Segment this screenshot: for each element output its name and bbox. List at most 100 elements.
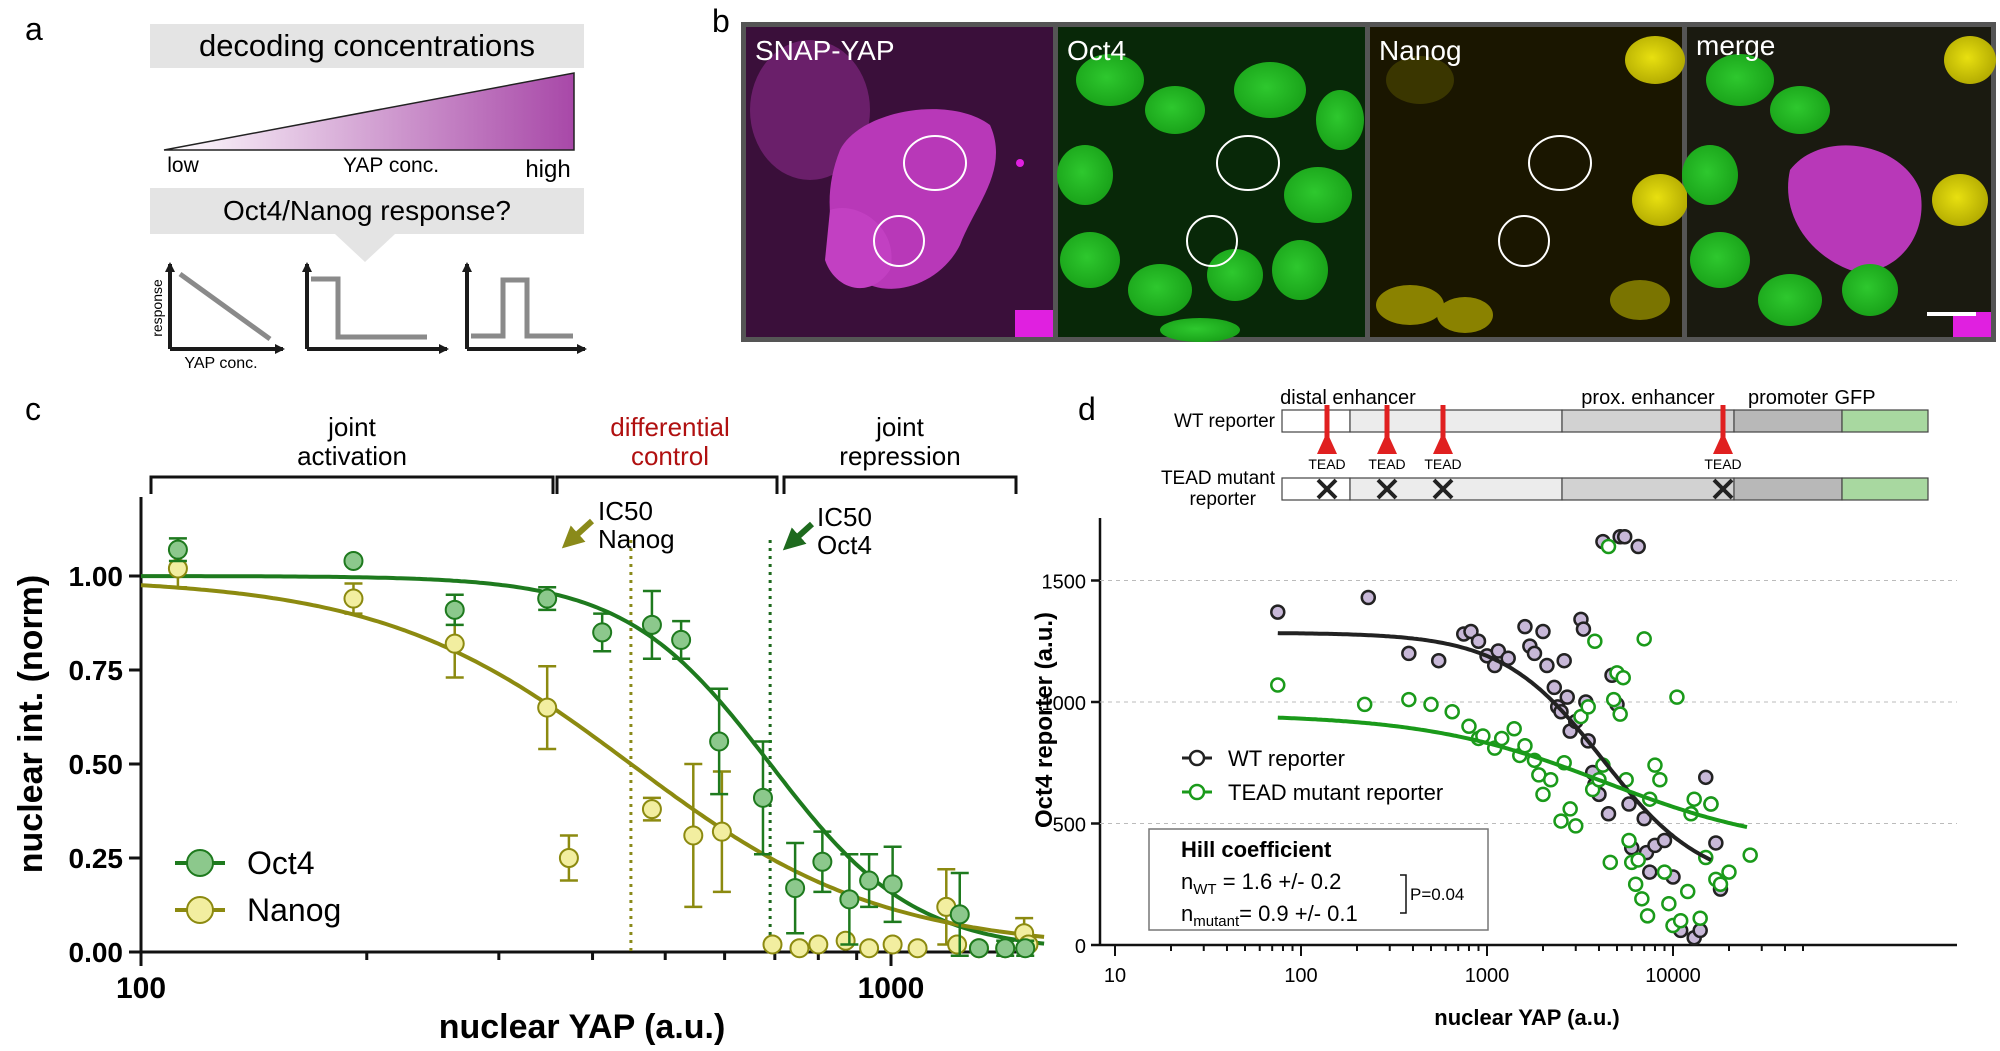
chart-c-xlabel: nuclear YAP (a.u.)	[439, 1008, 726, 1046]
tead-sites: TEAD TEAD TEAD TEAD	[1308, 405, 1742, 472]
hill-mutant-text: nmutant= 0.9 +/- 0.1	[1181, 901, 1358, 930]
marker	[859, 938, 880, 959]
data-point-mutant	[1401, 691, 1417, 708]
channel-label-oct4: Oct4	[1067, 35, 1126, 66]
data-point-oct4	[444, 593, 465, 627]
data-point-wt	[1526, 645, 1543, 662]
panel-b: b SNAP-YAP	[712, 3, 1996, 342]
channel-label-merge: merge	[1696, 30, 1775, 61]
data-point-mutant	[1639, 908, 1656, 924]
data-point-wt	[1636, 810, 1652, 827]
tead-site-label: TEAD	[1308, 456, 1345, 472]
data-point-mutant	[1270, 677, 1286, 693]
y-tick-label: 1000	[1042, 693, 1087, 715]
ic50-nanog-arrow	[561, 518, 595, 549]
panel-a-letter: a	[25, 11, 43, 47]
marker	[995, 938, 1016, 959]
marker	[762, 934, 783, 955]
fit-curve-nanog	[140, 583, 1045, 939]
data-point-wt	[1575, 621, 1592, 637]
data-point-nanog	[859, 938, 880, 959]
data-point-oct4	[537, 586, 558, 612]
data-point-mutant	[1703, 796, 1719, 812]
region-differential-line1: differential	[610, 412, 730, 442]
region-joint-activation-line2: activation	[297, 441, 407, 471]
hill-mutant-n: n	[1181, 901, 1193, 926]
data-point-wt	[1616, 529, 1633, 545]
data-point-mutant	[1679, 883, 1696, 900]
data-point-mutant	[1600, 538, 1617, 555]
y-tick-label: 1500	[1042, 572, 1087, 594]
legend-oct4-label: Oct4	[247, 845, 315, 881]
data-point-oct4	[812, 830, 833, 894]
segment-prox-label: prox. enhancer	[1581, 387, 1715, 409]
marker	[947, 934, 968, 955]
tead-site-arrow	[1377, 432, 1397, 454]
data-point-mutant	[1517, 737, 1533, 754]
marker	[785, 878, 806, 899]
data-point-mutant	[1669, 689, 1685, 705]
data-point-wt	[1600, 806, 1617, 822]
data-point-mutant	[1634, 891, 1650, 907]
marker	[812, 851, 833, 872]
data-point-mutant	[1615, 669, 1631, 686]
x-tick-label: 100	[116, 972, 166, 1005]
data-point-nanog	[882, 934, 903, 955]
cross-stroke	[1432, 478, 1454, 500]
panel-c: c joint activation differential control …	[12, 391, 1045, 1046]
region-differential-line2: control	[631, 441, 709, 471]
data-point-mutant	[1493, 730, 1510, 747]
data-point-wt	[1621, 796, 1637, 812]
chart-d-gridlines	[1100, 580, 1957, 824]
chart-c-legend: Oct4 Nanog	[175, 845, 341, 928]
data-point-wt	[1401, 645, 1417, 662]
chart-d-xlabel: nuclear YAP (a.u.)	[1434, 1005, 1619, 1030]
wedge-xlabel: YAP conc.	[343, 154, 439, 177]
y-tick-label: 500	[1053, 815, 1086, 837]
data-point-mutant	[1356, 696, 1373, 713]
marker	[907, 938, 928, 959]
marker	[537, 588, 558, 609]
panel-d: d distal enhancer prox. enhancer promote…	[1031, 387, 1957, 1030]
x-tick-label: 10	[1104, 965, 1126, 987]
legend-mutant-marker	[1188, 783, 1206, 801]
mutated-site-cross-icon	[1376, 478, 1398, 500]
tead-site-arrow	[1317, 432, 1337, 454]
data-point-wt	[1490, 643, 1507, 659]
marker	[949, 904, 970, 925]
x-tick-label: 10000	[1645, 965, 1701, 987]
mini-plot-step	[302, 262, 449, 354]
chart-c-y-ticks: 0.00 0.25 0.50 0.75 1.00	[69, 561, 141, 968]
chart-d-ylabel: Oct4 reporter (a.u.)	[1031, 612, 1058, 828]
data-point-mutant	[1444, 703, 1460, 720]
channel-label-nanog: Nanog	[1379, 35, 1462, 66]
marker	[808, 934, 829, 955]
panel-b-letter: b	[712, 3, 730, 39]
data-point-oct4	[167, 537, 188, 563]
panel-a-question: Oct4/Nanog response?	[223, 195, 511, 226]
hill-mutant-value: = 0.9 +/- 0.1	[1239, 901, 1358, 926]
tead-site: TEAD	[1368, 405, 1406, 472]
panel-a-question-box	[150, 188, 584, 234]
data-point-wt	[1470, 633, 1487, 649]
panel-a: a decoding concentrations low YAP conc. …	[25, 11, 587, 372]
data-point-wt	[1556, 652, 1572, 669]
data-point-mutant	[1672, 912, 1689, 929]
data-point-wt	[1430, 652, 1447, 669]
mini-xlabel: YAP conc.	[184, 355, 257, 372]
marker	[167, 539, 188, 560]
chart-c-ylabel: nuclear int. (norm)	[12, 575, 50, 873]
hill-wt-value: = 1.6 +/- 0.2	[1217, 869, 1342, 894]
data-point-oct4	[995, 938, 1016, 959]
mini-step-curve	[311, 276, 427, 340]
pvalue-text: P=0.04	[1410, 885, 1464, 904]
legend-wt-label: WT reporter	[1228, 746, 1345, 771]
data-point-oct4	[592, 612, 613, 653]
segment-promoter-label: promoter	[1748, 387, 1828, 409]
marker	[641, 614, 662, 635]
data-point-mutant	[1652, 772, 1668, 788]
x-tick-label: 1000	[858, 972, 925, 1005]
marker	[683, 825, 704, 846]
data-point-oct4	[343, 550, 364, 571]
fit-curve-wt	[1277, 631, 1712, 862]
